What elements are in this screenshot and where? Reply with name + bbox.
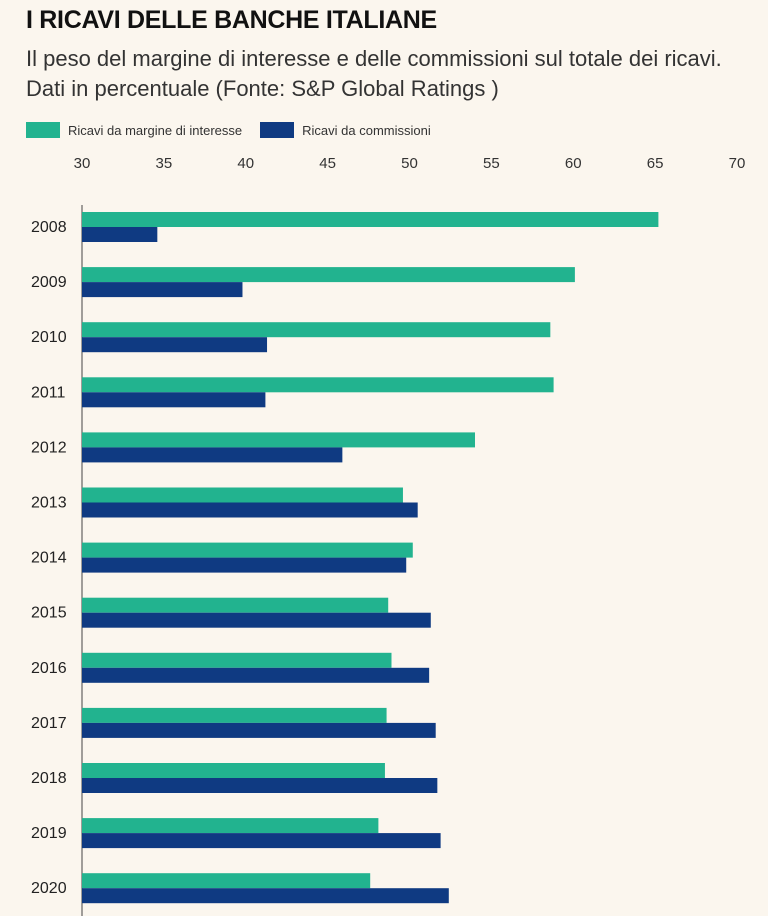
x-tick-label: 55: [483, 155, 500, 172]
category-label-2015: 2015: [31, 605, 67, 622]
bar-interest-2009: [82, 267, 575, 283]
bar-commissions-2011: [82, 392, 266, 408]
bar-interest-2018: [82, 763, 385, 778]
legend: Ricavi da margine di interesse Ricavi da…: [26, 122, 449, 138]
category-label-2018: 2018: [31, 770, 67, 787]
bar-commissions-2012: [82, 447, 343, 463]
legend-item-commissions: Ricavi da commissioni: [260, 122, 431, 138]
bar-commissions-2014: [82, 557, 407, 573]
bar-interest-2015: [82, 597, 389, 613]
category-label-2008: 2008: [31, 219, 67, 236]
chart-title: I RICAVI DELLE BANCHE ITALIANE: [26, 6, 437, 34]
chart-subtitle: Il peso del margine di interesse e delle…: [26, 46, 722, 101]
bar-interest-2008: [82, 212, 659, 227]
bar-interest-2016: [82, 652, 392, 668]
legend-item-interest: Ricavi da margine di interesse: [26, 122, 242, 138]
bar-interest-2012: [82, 432, 475, 448]
x-tick-label: 50: [401, 155, 418, 172]
bar-interest-2011: [82, 377, 554, 393]
category-label-2016: 2016: [31, 660, 67, 677]
bar-interest-2010: [82, 322, 551, 338]
bar-commissions-2019: [82, 833, 441, 849]
bar-commissions-2020: [82, 888, 449, 904]
bar-commissions-2009: [82, 282, 243, 298]
bar-interest-2014: [82, 542, 413, 558]
bar-commissions-2017: [82, 722, 436, 738]
x-tick-label: 45: [319, 155, 336, 172]
bar-commissions-2015: [82, 612, 431, 628]
legend-label-interest: Ricavi da margine di interesse: [68, 122, 243, 138]
category-label-2019: 2019: [31, 825, 67, 842]
x-tick-label: 30: [74, 155, 91, 172]
category-label-2011: 2011: [31, 384, 66, 401]
x-tick-label: 60: [565, 155, 582, 172]
bar-commissions-2010: [82, 337, 268, 353]
x-tick-label: 40: [237, 155, 254, 172]
category-label-2010: 2010: [31, 329, 67, 346]
category-label-2014: 2014: [31, 550, 67, 567]
x-tick-label: 70: [729, 155, 746, 172]
category-label-2020: 2020: [31, 880, 67, 897]
x-tick-label: 35: [156, 155, 173, 172]
category-label-2012: 2012: [31, 439, 67, 456]
x-tick-label: 65: [647, 155, 664, 172]
category-label-2017: 2017: [31, 715, 67, 732]
bar-commissions-2013: [82, 502, 418, 518]
category-label-2009: 2009: [31, 274, 67, 291]
legend-swatch-commissions: [260, 122, 295, 138]
bar-interest-2013: [82, 487, 403, 503]
legend-swatch-interest: [26, 122, 60, 138]
category-label-2013: 2013: [31, 495, 67, 512]
bar-interest-2019: [82, 818, 379, 834]
bar-commissions-2016: [82, 667, 430, 683]
bar-commissions-2008: [82, 227, 158, 242]
bar-interest-2020: [82, 873, 371, 889]
legend-label-commissions: Ricavi da commissioni: [302, 122, 431, 138]
bar-interest-2017: [82, 707, 387, 723]
bar-commissions-2018: [82, 778, 438, 793]
